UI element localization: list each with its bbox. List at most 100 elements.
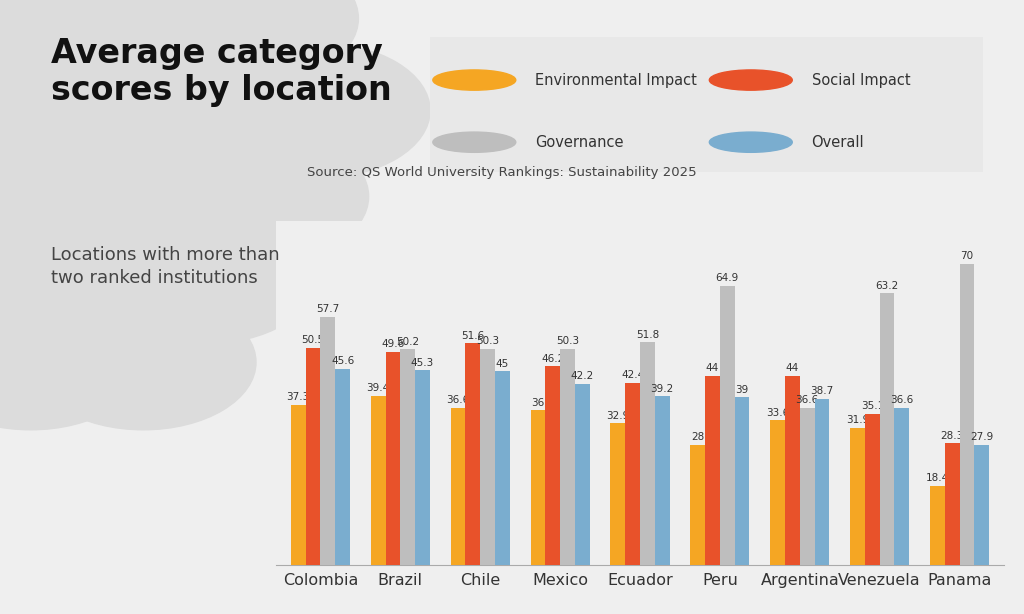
Circle shape bbox=[0, 43, 205, 178]
Circle shape bbox=[20, 0, 246, 86]
Bar bbox=[321, 317, 335, 565]
Text: 50.2: 50.2 bbox=[396, 336, 419, 346]
Bar bbox=[574, 384, 590, 565]
Text: Average category
scores by location: Average category scores by location bbox=[51, 37, 392, 107]
Text: 39.4: 39.4 bbox=[367, 383, 390, 393]
Bar bbox=[814, 398, 829, 565]
Bar bbox=[865, 414, 880, 565]
Text: 39.2: 39.2 bbox=[650, 384, 674, 394]
Bar bbox=[466, 343, 480, 565]
Text: 44: 44 bbox=[785, 363, 799, 373]
Circle shape bbox=[31, 129, 256, 264]
Text: 28: 28 bbox=[691, 432, 705, 442]
Circle shape bbox=[205, 43, 430, 178]
Text: Environmental Impact: Environmental Impact bbox=[536, 72, 697, 88]
Circle shape bbox=[710, 132, 793, 152]
Bar bbox=[654, 397, 670, 565]
Text: Social Impact: Social Impact bbox=[812, 72, 910, 88]
Text: 18.4: 18.4 bbox=[926, 473, 949, 483]
Bar bbox=[800, 408, 814, 565]
Bar bbox=[930, 486, 945, 565]
Bar bbox=[706, 376, 720, 565]
Bar bbox=[640, 342, 654, 565]
Text: 36.6: 36.6 bbox=[796, 395, 819, 405]
Bar bbox=[880, 293, 895, 565]
Text: 51.6: 51.6 bbox=[461, 330, 484, 341]
Bar bbox=[720, 286, 734, 565]
Bar bbox=[335, 369, 350, 565]
Text: 37.3: 37.3 bbox=[287, 392, 310, 402]
Text: 35.1: 35.1 bbox=[860, 402, 884, 411]
Circle shape bbox=[143, 129, 369, 264]
Circle shape bbox=[433, 70, 516, 90]
Circle shape bbox=[31, 295, 256, 430]
Text: 45.3: 45.3 bbox=[411, 357, 434, 368]
Text: Locations with more than
two ranked institutions: Locations with more than two ranked inst… bbox=[51, 246, 280, 287]
Bar bbox=[975, 445, 989, 565]
Bar bbox=[291, 405, 305, 565]
Text: 44: 44 bbox=[706, 363, 719, 373]
Bar bbox=[626, 383, 640, 565]
Text: 46.2: 46.2 bbox=[541, 354, 564, 363]
Circle shape bbox=[133, 0, 358, 86]
Bar bbox=[734, 397, 750, 565]
Text: 50.5: 50.5 bbox=[301, 335, 325, 345]
Text: 63.2: 63.2 bbox=[876, 281, 899, 290]
Bar bbox=[546, 367, 560, 565]
Circle shape bbox=[0, 0, 133, 86]
Bar bbox=[850, 428, 865, 565]
Text: 27.9: 27.9 bbox=[970, 432, 993, 442]
Text: 51.8: 51.8 bbox=[636, 330, 659, 340]
Text: 45: 45 bbox=[496, 359, 509, 369]
Text: 49.6: 49.6 bbox=[381, 339, 404, 349]
Bar bbox=[959, 264, 975, 565]
Circle shape bbox=[433, 132, 516, 152]
Text: 36: 36 bbox=[531, 398, 545, 408]
Circle shape bbox=[0, 43, 92, 178]
Bar bbox=[610, 424, 626, 565]
Text: 42.2: 42.2 bbox=[570, 371, 594, 381]
Circle shape bbox=[0, 209, 205, 344]
Text: 45.6: 45.6 bbox=[331, 356, 354, 367]
Bar bbox=[785, 376, 800, 565]
Text: Overall: Overall bbox=[812, 134, 864, 150]
Circle shape bbox=[92, 209, 317, 344]
Text: 36.6: 36.6 bbox=[446, 395, 470, 405]
Text: 64.9: 64.9 bbox=[716, 273, 739, 283]
Text: 33.6: 33.6 bbox=[766, 408, 790, 418]
Bar bbox=[305, 348, 321, 565]
Bar bbox=[495, 371, 510, 565]
Bar bbox=[945, 443, 959, 565]
Text: 38.7: 38.7 bbox=[810, 386, 834, 396]
Text: Source: QS World University Rankings: Sustainability 2025: Source: QS World University Rankings: Su… bbox=[307, 166, 696, 179]
Bar bbox=[560, 349, 574, 565]
Text: 39: 39 bbox=[735, 385, 749, 395]
Text: 36.6: 36.6 bbox=[890, 395, 913, 405]
Circle shape bbox=[0, 129, 143, 264]
Bar bbox=[385, 352, 400, 565]
Bar bbox=[894, 408, 909, 565]
Text: 57.7: 57.7 bbox=[316, 305, 339, 314]
Bar bbox=[690, 445, 706, 565]
Circle shape bbox=[0, 0, 123, 71]
Circle shape bbox=[92, 43, 317, 178]
Bar bbox=[415, 370, 430, 565]
Bar bbox=[400, 349, 415, 565]
Circle shape bbox=[0, 295, 143, 430]
Text: 42.4: 42.4 bbox=[621, 370, 644, 380]
Text: Governance: Governance bbox=[536, 134, 624, 150]
Bar bbox=[530, 410, 546, 565]
Bar bbox=[480, 349, 495, 565]
Bar bbox=[770, 421, 785, 565]
FancyBboxPatch shape bbox=[402, 30, 1011, 179]
Text: 32.9: 32.9 bbox=[606, 411, 630, 421]
Text: 70: 70 bbox=[961, 252, 974, 262]
Circle shape bbox=[710, 70, 793, 90]
Text: 50.3: 50.3 bbox=[476, 336, 499, 346]
Text: 28.3: 28.3 bbox=[941, 430, 964, 441]
Text: 50.3: 50.3 bbox=[556, 336, 579, 346]
Bar bbox=[371, 395, 385, 565]
Bar bbox=[451, 408, 466, 565]
Text: 31.9: 31.9 bbox=[846, 415, 869, 425]
Circle shape bbox=[0, 209, 92, 344]
